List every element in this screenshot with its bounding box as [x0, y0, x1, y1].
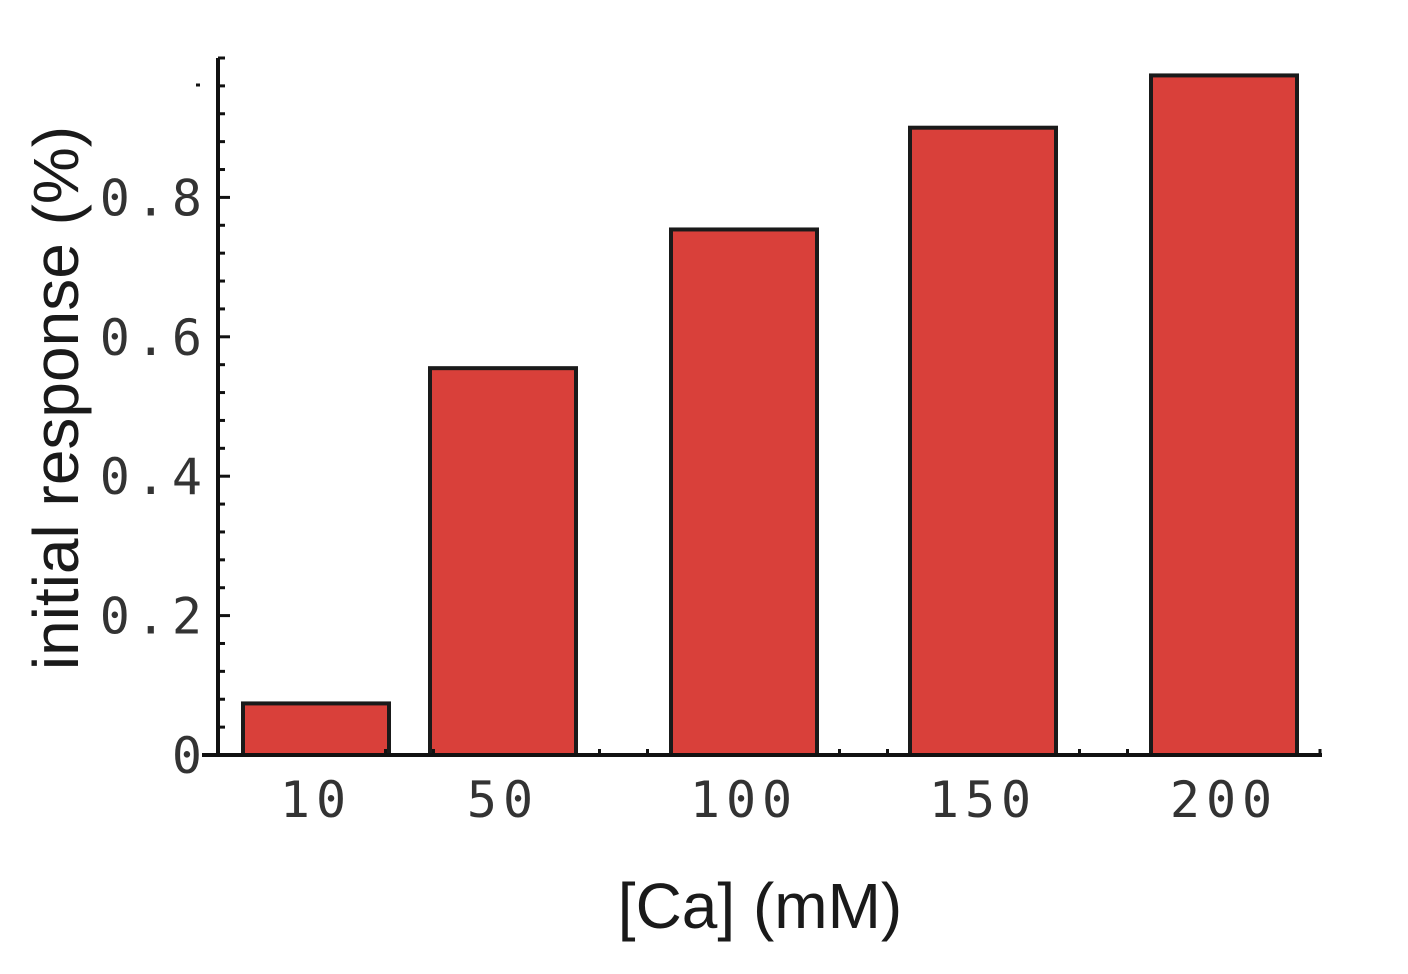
x-tick-label: 100: [690, 771, 798, 829]
y-tick-label: 0.2: [100, 588, 208, 646]
bar-10: [241, 701, 391, 757]
y-axis-title: initial response (%): [20, 126, 92, 670]
x-tick-label: 150: [929, 771, 1037, 829]
x-tick-label: 200: [1170, 771, 1278, 829]
bars-layer: [241, 73, 1299, 758]
axes-layer: [202, 58, 1322, 757]
y-tick-label: 0.8: [100, 169, 208, 227]
labels-layer: 0 0.2 0.4 0.6 0.8 10 50 100 150 200: [100, 169, 1278, 829]
bar-200: [1149, 73, 1299, 758]
x-tick-label: 10: [280, 771, 352, 829]
x-axis-title: [Ca] (mM): [618, 870, 902, 942]
bar-150: [908, 125, 1058, 757]
ticks-layer: [196, 56, 1322, 757]
y-tick-label: 0: [172, 727, 208, 785]
y-tick-label: 0.6: [100, 309, 208, 367]
y-tick-label: 0.4: [100, 448, 208, 506]
x-tick-label: 50: [467, 771, 539, 829]
bar-50: [428, 366, 578, 757]
bar-100: [669, 227, 819, 758]
